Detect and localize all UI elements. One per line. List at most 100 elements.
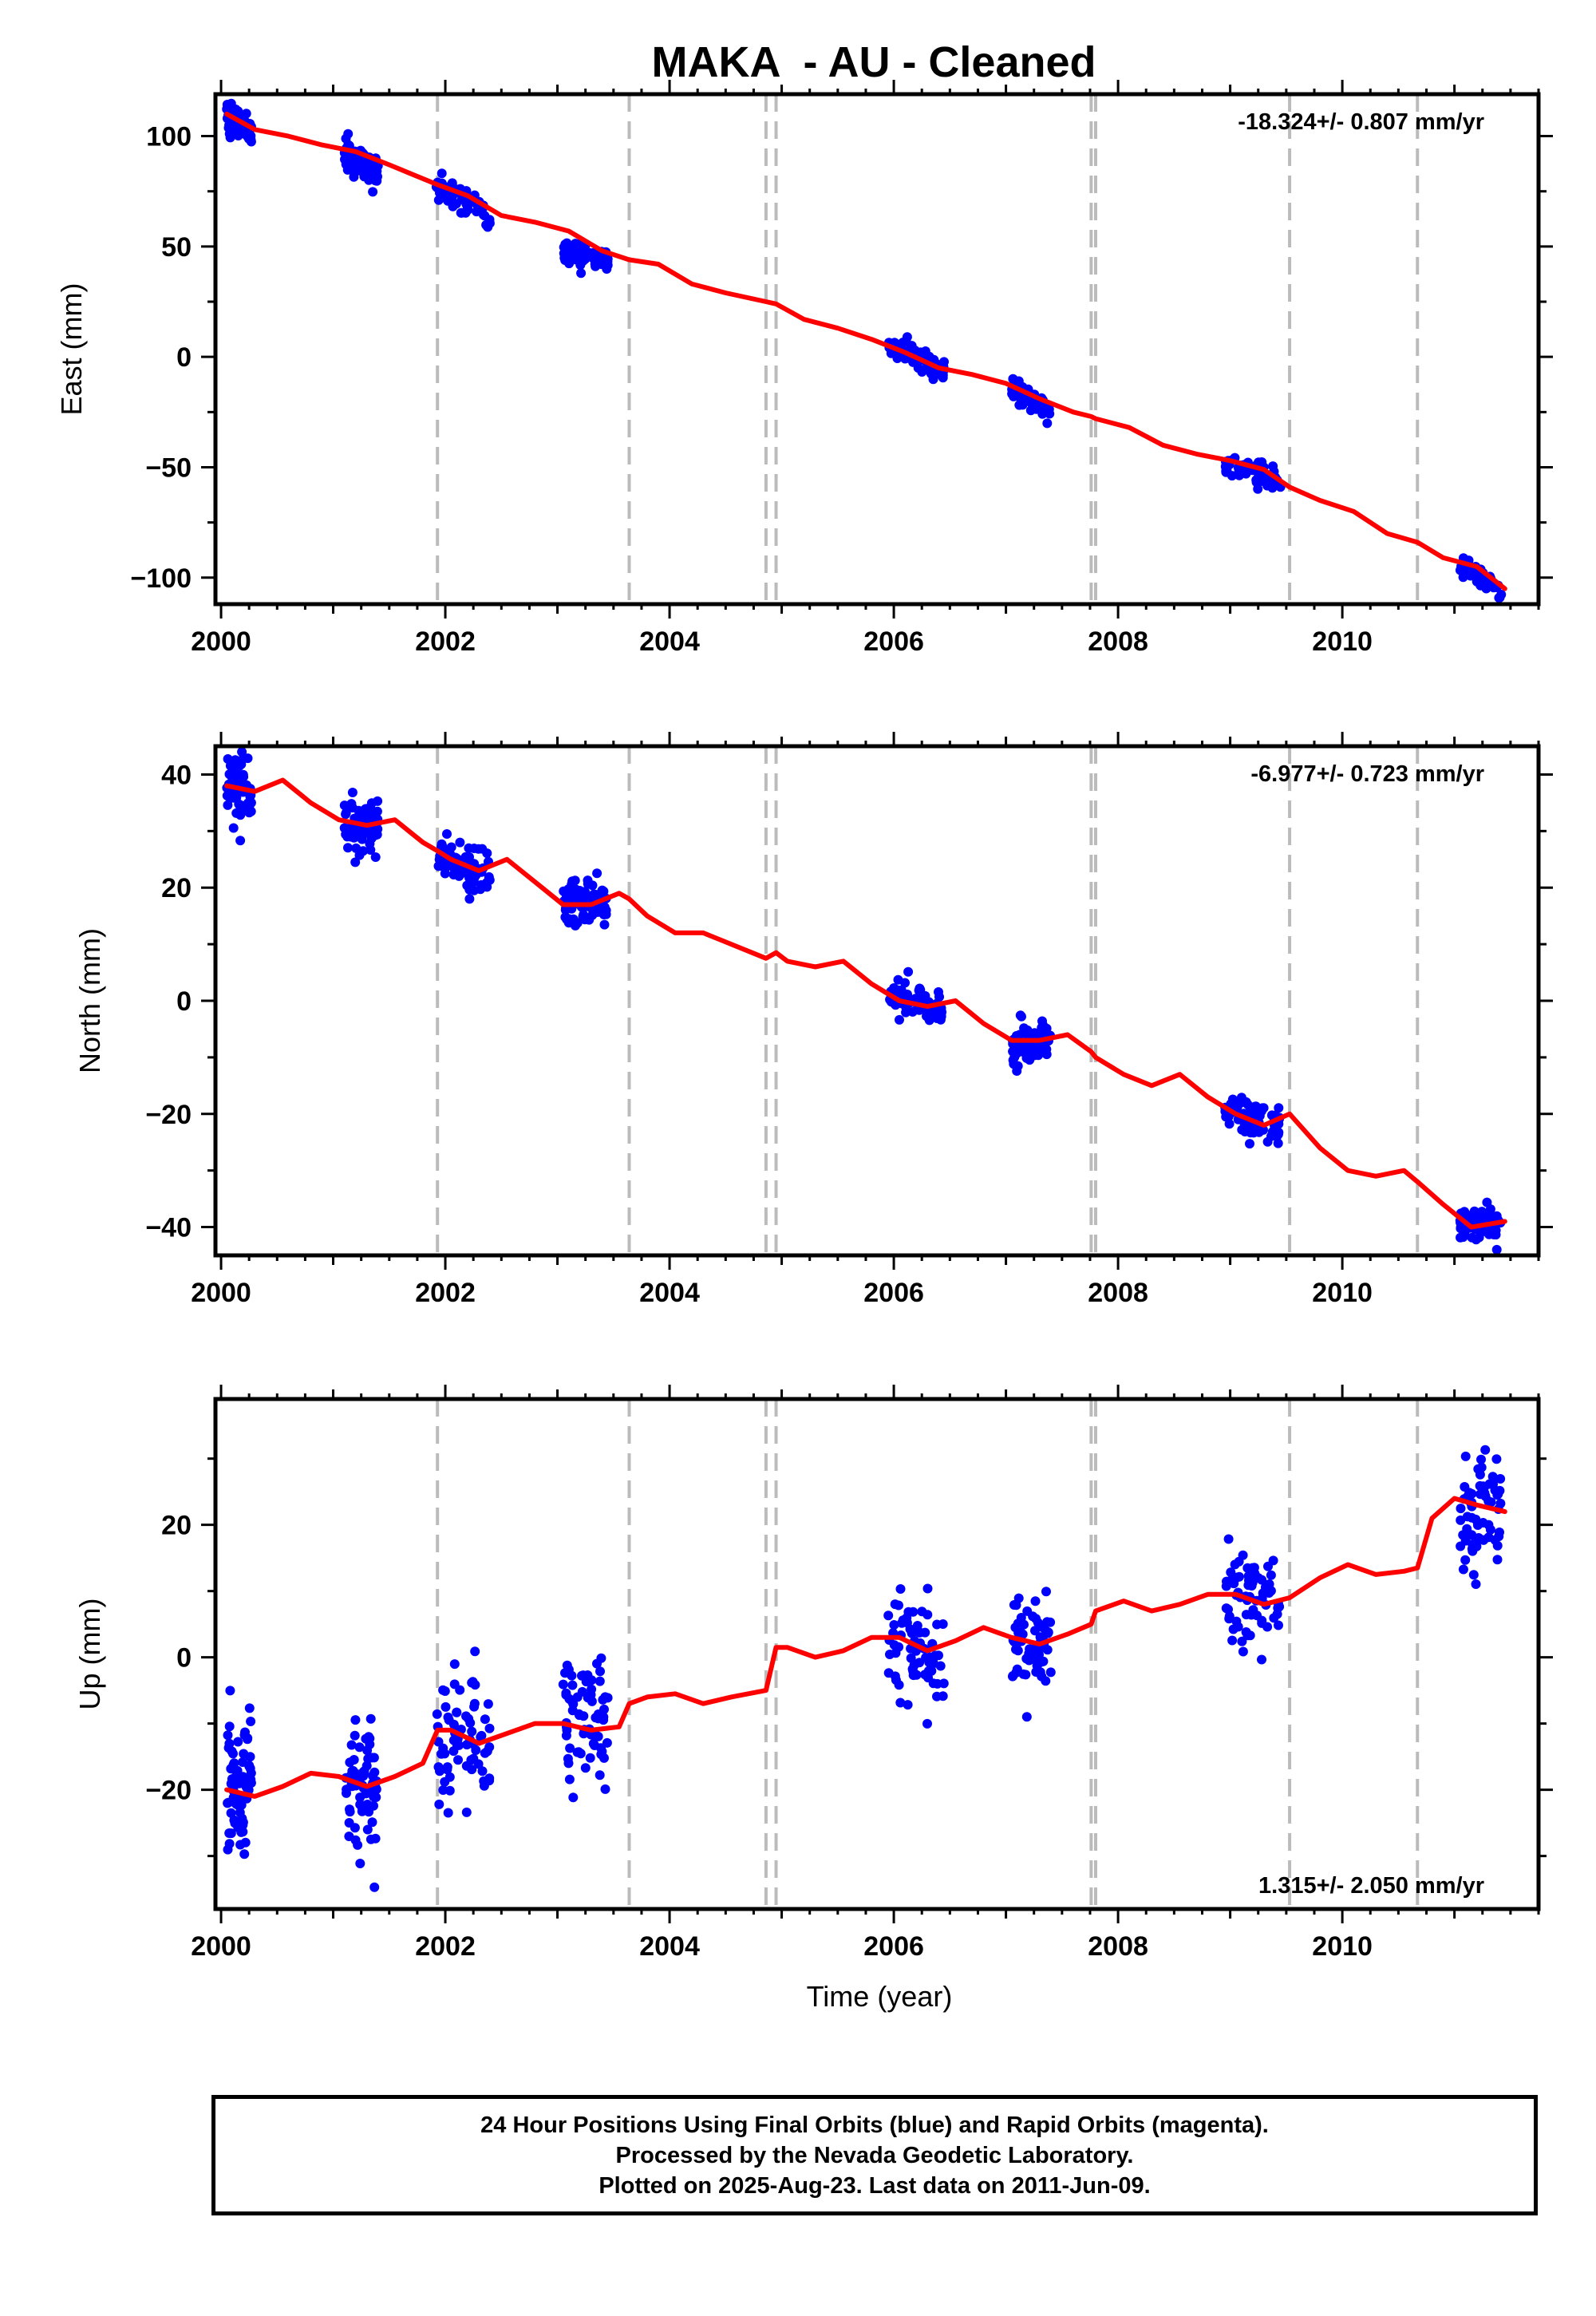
data-point (1222, 1576, 1231, 1587)
y-tick-label: 0 (176, 1643, 192, 1674)
data-point (366, 798, 377, 808)
y-tick-label: −20 (145, 1776, 192, 1806)
data-point (484, 1723, 495, 1733)
data-point (224, 1839, 235, 1849)
data-point (1250, 1101, 1260, 1112)
data-point (231, 777, 241, 788)
data-point (368, 187, 378, 197)
x-tick-label: 2004 (639, 626, 700, 657)
data-point (1473, 1208, 1483, 1219)
data-point (1482, 1197, 1492, 1207)
data-point (1495, 1474, 1506, 1484)
data-point (438, 1743, 448, 1753)
data-point (226, 1828, 236, 1839)
data-point (1242, 1099, 1253, 1109)
data-point (440, 1701, 451, 1712)
data-point (1274, 1602, 1285, 1612)
data-point (444, 1785, 455, 1796)
caption-line-1: 24 Hour Positions Using Final Orbits (bl… (480, 2112, 1269, 2138)
data-point (350, 857, 361, 868)
data-point (1030, 1626, 1040, 1636)
data-point (443, 1712, 453, 1722)
data-point (580, 915, 590, 925)
data-point (1030, 1049, 1040, 1060)
north-plot-frame (213, 744, 1541, 1258)
data-point (372, 829, 382, 840)
data-point (228, 1749, 238, 1759)
x-axis-title: Time (year) (807, 1980, 953, 2013)
data-point (470, 1646, 480, 1657)
data-point (1013, 1061, 1023, 1071)
data-point (448, 1719, 459, 1729)
data-point (924, 351, 934, 362)
y-tick-label: 40 (161, 760, 192, 790)
data-point (471, 1745, 481, 1755)
data-point (928, 1657, 938, 1667)
data-point (245, 1763, 255, 1773)
data-point (434, 1799, 444, 1809)
y-tick-label: 0 (176, 986, 192, 1017)
data-point (465, 1717, 476, 1728)
data-point (896, 985, 907, 995)
data-point (587, 1684, 597, 1694)
data-point (354, 161, 364, 172)
data-point (1273, 1138, 1283, 1148)
x-tick-label: 2006 (863, 1931, 924, 1962)
data-point (890, 1599, 900, 1610)
data-point (232, 1765, 243, 1776)
data-point (246, 806, 256, 816)
data-point (354, 1742, 365, 1753)
data-point (231, 1799, 241, 1809)
data-point (1025, 405, 1036, 416)
data-point (598, 1694, 608, 1705)
data-point (361, 1733, 371, 1744)
y-tick-label: −20 (145, 1100, 192, 1130)
data-point (242, 1779, 252, 1789)
data-point (243, 798, 253, 808)
data-point (225, 1686, 235, 1696)
data-point (1041, 1044, 1052, 1054)
data-point (449, 1679, 460, 1690)
data-point (894, 1642, 904, 1652)
data-point (1232, 1572, 1242, 1583)
x-tick-label: 2004 (639, 1931, 700, 1962)
data-point (597, 907, 607, 917)
up-data-points (223, 1445, 1506, 1892)
data-point (1266, 1570, 1276, 1580)
data-point (912, 1621, 922, 1630)
data-point (558, 1679, 568, 1690)
data-point (1037, 1622, 1047, 1632)
data-point (240, 1727, 250, 1737)
data-point (345, 1757, 355, 1768)
data-point (226, 1779, 236, 1788)
data-point (1246, 1128, 1256, 1138)
data-point (234, 1778, 244, 1788)
data-point (1242, 1630, 1253, 1641)
data-point (1456, 1515, 1466, 1525)
data-point (225, 103, 235, 113)
data-point (484, 1776, 495, 1786)
data-point (1257, 1654, 1266, 1665)
data-point (482, 848, 492, 859)
data-point (1467, 1530, 1477, 1540)
data-point (477, 1766, 488, 1777)
data-point (599, 919, 610, 930)
data-point (454, 1740, 464, 1750)
north-y-axis-title: North (mm) (73, 928, 106, 1073)
data-point (453, 1755, 463, 1765)
data-point (1253, 1573, 1263, 1583)
data-point (476, 884, 485, 895)
panel-up: 2000 2002 2004 2006 2008 2010 −20 0 20 Up (mm) Tim… (73, 1385, 1553, 2013)
data-point (1484, 1211, 1495, 1221)
data-point (437, 839, 447, 849)
up-y-axis-title: Up (mm) (73, 1599, 106, 1710)
data-point (1471, 1579, 1481, 1589)
data-point (895, 1584, 906, 1594)
data-point (903, 1607, 914, 1617)
data-point (574, 247, 584, 258)
east-model-line (224, 111, 1507, 591)
x-tick-label: 2010 (1312, 1931, 1373, 1962)
north-model-line (224, 777, 1507, 1230)
data-point (1045, 1617, 1056, 1627)
data-point (1460, 1555, 1471, 1565)
